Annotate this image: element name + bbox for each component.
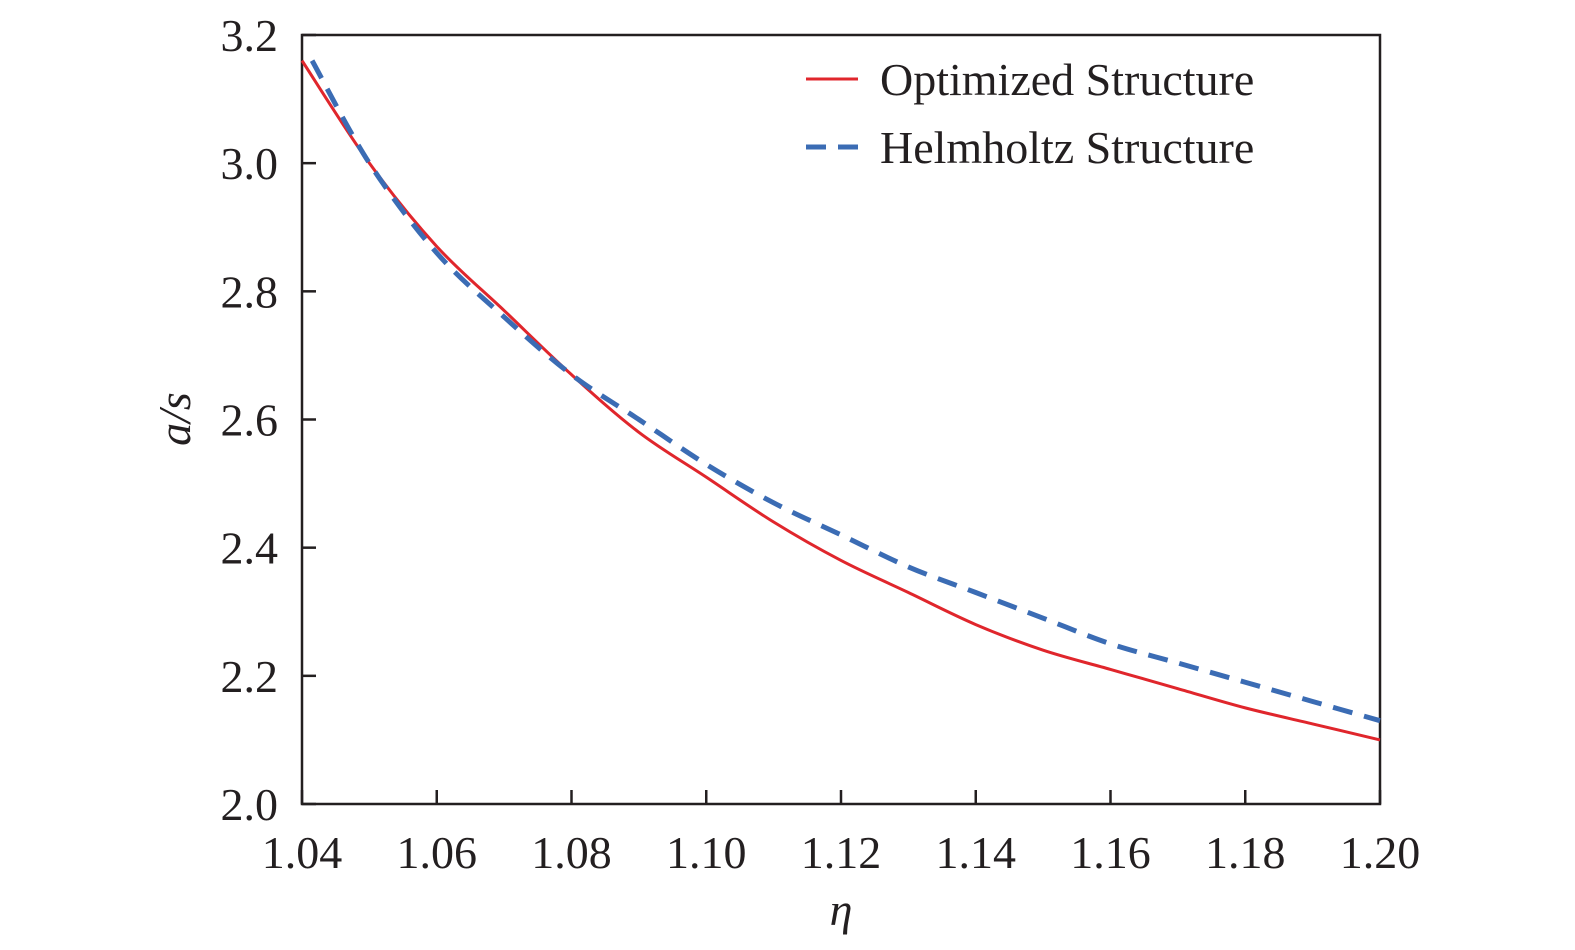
series-line-optimized (300, 59, 1381, 742)
y-axis-title: a/s (149, 392, 200, 446)
ticks-layer: 1.04 1.06 1.08 1.10 1.12 1.14 1.16 1.18 1.20 2.0 2… (221, 10, 1421, 878)
x-tick-label: 1.18 (1205, 827, 1286, 878)
x-axis-title: η (830, 884, 853, 935)
y-tick-label: 2.8 (221, 266, 279, 317)
legend-label-helmholtz: Helmholtz Structure (880, 122, 1254, 173)
x-tick-label: 1.12 (801, 827, 882, 878)
y-tick-label: 2.2 (221, 651, 279, 702)
x-tick-label: 1.08 (531, 827, 612, 878)
y-tick-label: 2.0 (221, 779, 279, 830)
y-tick-label: 3.2 (221, 10, 279, 61)
legend: Optimized Structure Helmholtz Structure (806, 54, 1254, 173)
x-tick-label: 1.10 (666, 827, 747, 878)
x-tick-label: 1.14 (936, 827, 1017, 878)
series-line-helmholtz (309, 59, 1381, 724)
x-tick-label: 1.04 (262, 827, 343, 878)
x-tick-label: 1.16 (1070, 827, 1151, 878)
x-tick-label: 1.20 (1340, 827, 1421, 878)
y-tick-label: 2.4 (221, 523, 279, 574)
x-tick-label: 1.06 (397, 827, 478, 878)
y-tick-label: 2.6 (221, 395, 279, 446)
legend-label-optimized: Optimized Structure (880, 54, 1254, 105)
y-tick-label: 3.0 (221, 138, 279, 189)
series-layer (300, 59, 1381, 742)
